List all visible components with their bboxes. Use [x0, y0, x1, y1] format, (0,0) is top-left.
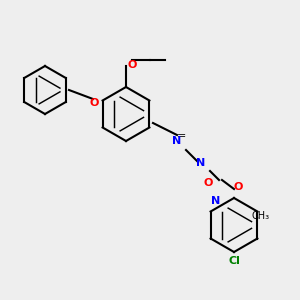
Text: O: O [127, 59, 137, 70]
Text: O: O [234, 182, 243, 193]
Text: Cl: Cl [228, 256, 240, 266]
Text: N: N [212, 196, 220, 206]
Text: =: = [177, 131, 186, 142]
Text: CH₃: CH₃ [252, 211, 270, 221]
Text: N: N [172, 136, 182, 146]
Text: N: N [196, 158, 206, 169]
Text: O: O [90, 98, 99, 109]
Text: O: O [204, 178, 213, 188]
